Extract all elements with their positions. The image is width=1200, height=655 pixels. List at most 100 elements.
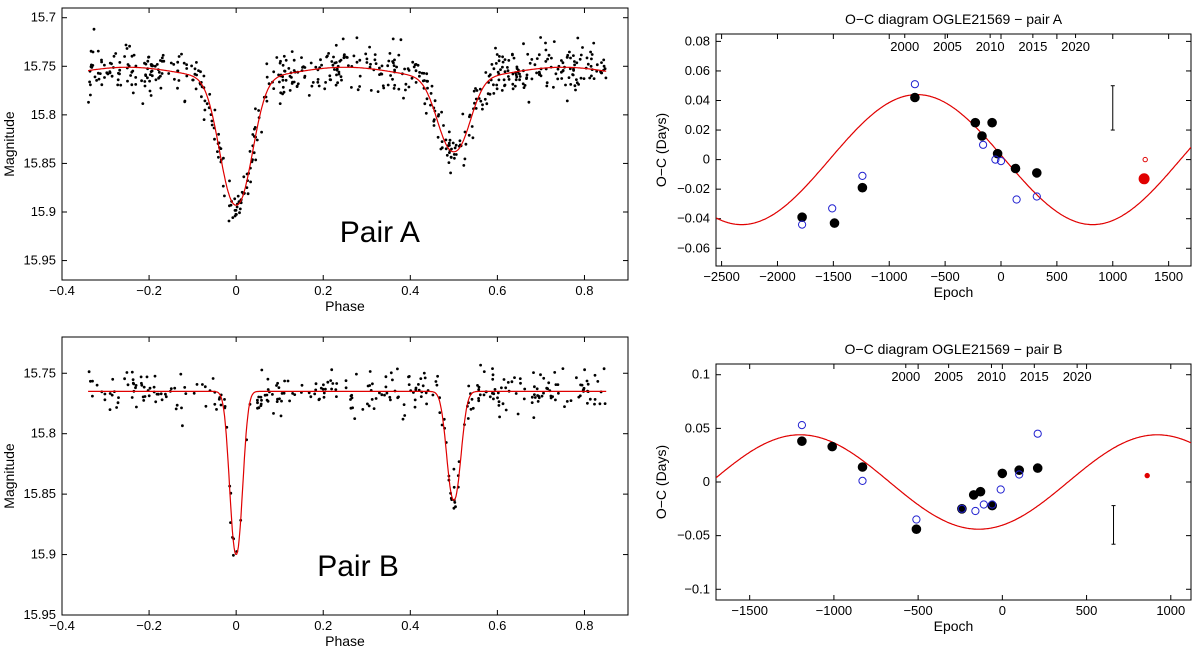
data-point (141, 102, 145, 105)
chart-title: O−C diagram OGLE21569 − pair B (845, 341, 1063, 357)
data-point (388, 52, 392, 55)
data-point (96, 49, 100, 53)
data-point (445, 153, 449, 157)
data-points (87, 27, 608, 223)
data-point (501, 402, 505, 406)
data-point (322, 395, 326, 399)
data-point (334, 83, 338, 87)
data-point (92, 27, 96, 31)
data-point (580, 383, 584, 387)
data-point (556, 77, 560, 81)
data-point (386, 83, 390, 87)
data-points (87, 363, 607, 557)
data-point (381, 84, 385, 88)
data-point (407, 383, 411, 386)
series-new-minimum (1144, 472, 1150, 479)
data-point (414, 81, 418, 84)
data-point (414, 69, 418, 73)
data-point (577, 83, 580, 86)
data-point (475, 89, 479, 92)
data-point (573, 63, 576, 67)
data-point (309, 61, 313, 65)
data-point (507, 75, 510, 78)
y-axis-label: O−C (Days) (653, 445, 669, 519)
data-point (439, 147, 443, 151)
data-point (87, 100, 90, 104)
data-point (129, 74, 133, 77)
data-point (88, 80, 91, 84)
data-point (174, 407, 178, 411)
data-point (547, 381, 551, 385)
y-tick-label: −0.1 (684, 581, 710, 596)
data-point (542, 376, 546, 380)
data-point (1014, 465, 1025, 476)
data-point (565, 99, 569, 103)
data-point (217, 155, 220, 159)
data-point (125, 371, 129, 374)
data-point (414, 388, 418, 392)
data-point (90, 63, 93, 67)
data-point (368, 45, 371, 49)
data-point (148, 89, 152, 93)
data-point (205, 102, 209, 106)
data-point (144, 74, 148, 77)
data-point (579, 53, 583, 57)
data-point (504, 408, 508, 412)
data-point (448, 151, 451, 155)
data-point (590, 57, 593, 61)
data-point (492, 83, 495, 87)
data-point (496, 396, 499, 400)
data-point (192, 391, 196, 395)
data-point (556, 67, 560, 71)
data-point (431, 393, 435, 397)
data-point (502, 378, 506, 381)
year-label: 2010 (977, 369, 1006, 384)
x-tick-label: 0.4 (401, 618, 419, 633)
data-point (474, 107, 478, 110)
data-point (328, 74, 332, 78)
data-point (470, 125, 474, 128)
data-point (481, 107, 484, 111)
data-point (89, 379, 92, 383)
data-point (402, 96, 405, 100)
data-point (498, 415, 501, 419)
data-point (335, 68, 339, 72)
data-point (410, 76, 414, 80)
data-point (522, 42, 525, 46)
data-point (565, 400, 569, 403)
data-point (277, 386, 281, 389)
data-point (108, 392, 112, 395)
data-point (256, 401, 259, 405)
data-point (391, 77, 394, 81)
data-point (491, 367, 494, 370)
y-axis-label: O−C (Days) (653, 113, 669, 187)
data-point (181, 424, 184, 428)
data-point (561, 367, 565, 370)
series-secondary-minima (797, 421, 1042, 524)
data-point (573, 84, 577, 88)
data-point (560, 59, 563, 62)
data-point (278, 80, 281, 84)
x-tick-label: −1500 (815, 269, 852, 284)
data-point (424, 111, 428, 115)
data-point (503, 58, 507, 61)
data-point (350, 86, 353, 89)
year-label: 2015 (1018, 39, 1047, 54)
data-point (569, 83, 573, 86)
data-point (497, 400, 501, 404)
data-point (364, 52, 368, 56)
x-tick-label: 0 (997, 269, 1004, 284)
data-point (130, 70, 134, 74)
data-point (116, 401, 120, 405)
data-point (282, 54, 286, 58)
data-point (131, 91, 135, 95)
data-point (231, 216, 235, 220)
data-point (589, 50, 592, 54)
data-point (199, 70, 202, 74)
data-point (326, 380, 330, 384)
data-point (173, 77, 176, 81)
data-point (490, 63, 494, 66)
data-point (510, 380, 514, 384)
data-point (276, 397, 279, 401)
